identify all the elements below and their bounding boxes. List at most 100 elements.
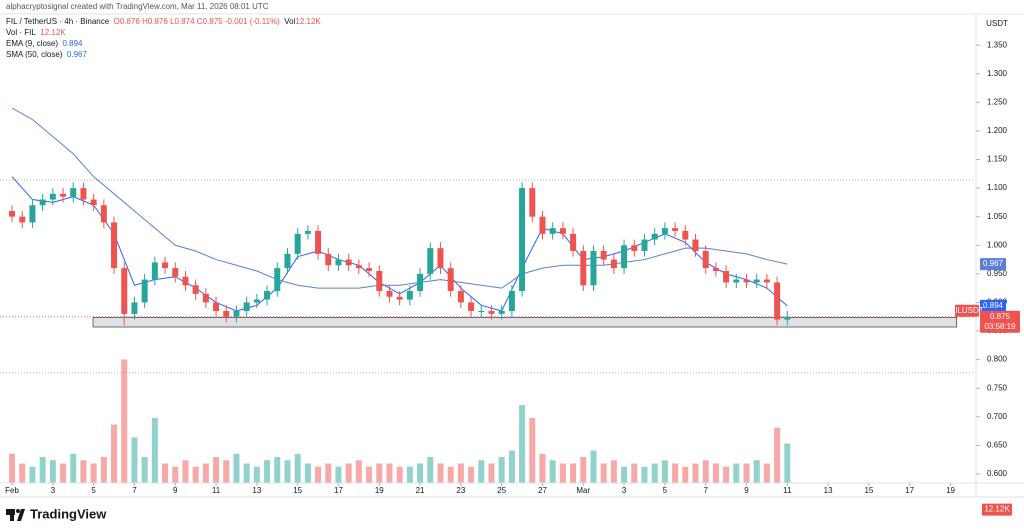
price-badge: 0.875 bbox=[990, 312, 1011, 321]
volume-bar bbox=[580, 457, 587, 483]
candle-body bbox=[723, 270, 730, 283]
x-tick-label: 21 bbox=[416, 486, 425, 495]
candle bbox=[274, 262, 281, 297]
plot bbox=[0, 107, 975, 483]
y-tick-label: 0.950 bbox=[987, 269, 1008, 278]
x-tick-label: 9 bbox=[173, 486, 178, 495]
volume-bar bbox=[682, 466, 689, 483]
volume-bar bbox=[19, 463, 26, 483]
volume-bar bbox=[570, 463, 577, 483]
brand-name: TradingView bbox=[30, 506, 107, 521]
y-tick-label: 0.600 bbox=[987, 469, 1008, 478]
candle-body bbox=[9, 210, 16, 217]
volume-bar bbox=[712, 463, 719, 483]
candle bbox=[141, 273, 148, 309]
candle bbox=[315, 225, 322, 260]
candle-body bbox=[80, 188, 87, 200]
candle bbox=[488, 305, 495, 320]
candle-body bbox=[60, 193, 67, 197]
candle-body bbox=[610, 259, 617, 269]
candle-body bbox=[437, 248, 444, 269]
x-tick-label: 9 bbox=[744, 486, 749, 495]
candle-body bbox=[162, 262, 169, 269]
candle-body bbox=[151, 262, 158, 280]
candle bbox=[559, 222, 566, 240]
candle-body bbox=[447, 268, 454, 292]
candle bbox=[682, 225, 689, 246]
candle-body bbox=[661, 228, 668, 234]
candle bbox=[131, 296, 138, 320]
candle bbox=[121, 262, 128, 326]
candle-body bbox=[743, 279, 750, 283]
countdown-badge-bg bbox=[980, 320, 1020, 333]
candle bbox=[335, 253, 342, 271]
volume-bar bbox=[345, 463, 352, 483]
volume-bar bbox=[60, 463, 67, 483]
volume-bar bbox=[121, 359, 128, 483]
volume-bar bbox=[723, 466, 730, 483]
candle-body bbox=[325, 253, 332, 266]
candle-body bbox=[386, 291, 393, 297]
volume-value: 12.12K bbox=[40, 28, 66, 37]
volume-bar bbox=[468, 466, 475, 483]
candle bbox=[753, 273, 760, 289]
volume-bar bbox=[355, 460, 362, 483]
volume-bar bbox=[80, 460, 87, 483]
volume-bar bbox=[9, 453, 16, 483]
sma-name: SMA (50, close) bbox=[6, 50, 63, 59]
candle-body bbox=[672, 228, 679, 231]
candle-body bbox=[345, 259, 352, 266]
candle-body bbox=[223, 311, 230, 317]
y-tick-label: 0.700 bbox=[987, 412, 1008, 421]
candle-body bbox=[29, 205, 36, 223]
y-tick-label: 0.750 bbox=[987, 383, 1008, 392]
candle bbox=[641, 233, 648, 257]
candle bbox=[427, 242, 434, 280]
volume-bar bbox=[294, 453, 301, 483]
volume-bar bbox=[131, 437, 138, 483]
candle bbox=[366, 262, 373, 277]
candle bbox=[284, 248, 291, 274]
candle-body bbox=[233, 311, 240, 317]
volume-bar bbox=[508, 450, 515, 483]
candle bbox=[49, 188, 56, 206]
candle bbox=[692, 233, 699, 257]
candle-body bbox=[121, 268, 128, 314]
candle-body bbox=[182, 276, 189, 286]
volume-bar bbox=[590, 450, 597, 483]
volume-bar bbox=[192, 466, 199, 483]
x-tick-label: 19 bbox=[375, 486, 384, 495]
candle bbox=[100, 199, 107, 229]
candle-body bbox=[488, 311, 495, 314]
brand-logo: TradingView bbox=[6, 506, 107, 521]
candle-body bbox=[712, 268, 719, 271]
ema-value: 0.894 bbox=[62, 39, 83, 48]
volume-bar bbox=[488, 463, 495, 483]
candle bbox=[763, 273, 770, 289]
y-tick-label: 1.000 bbox=[987, 240, 1008, 249]
candle bbox=[478, 305, 485, 317]
volume-bar bbox=[600, 463, 607, 483]
candle-body bbox=[457, 291, 464, 303]
volume-bar bbox=[478, 460, 485, 483]
candle bbox=[519, 182, 526, 297]
volume-bar bbox=[366, 466, 373, 483]
ema-legend: EMA (9, close) 0.894 bbox=[6, 39, 83, 48]
sma-badge: 0.967 bbox=[983, 259, 1004, 268]
support-zone bbox=[92, 317, 957, 328]
volume-bar bbox=[162, 463, 169, 483]
sma-value: 0.967 bbox=[66, 50, 87, 59]
x-tick-label: 13 bbox=[824, 486, 833, 495]
candle-body bbox=[427, 248, 434, 274]
candle bbox=[661, 222, 668, 240]
currency-label: USDT bbox=[986, 19, 1008, 28]
symbol: FIL / TetherUS · 4h · Binance bbox=[6, 17, 110, 26]
x-tick-label: Feb bbox=[5, 486, 19, 495]
volume-bar bbox=[49, 460, 56, 483]
candle bbox=[621, 239, 628, 274]
y-tick-label: 1.150 bbox=[987, 155, 1008, 164]
volume-bar bbox=[315, 466, 322, 483]
volume-bar bbox=[335, 466, 342, 483]
candle bbox=[304, 225, 311, 240]
